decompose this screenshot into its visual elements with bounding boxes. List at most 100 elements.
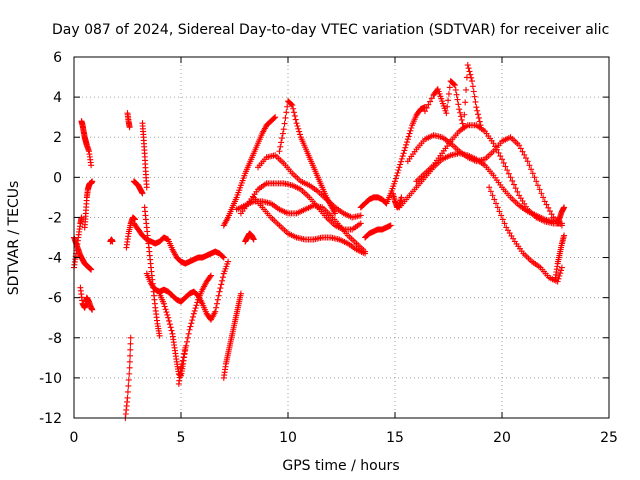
data-point	[398, 194, 405, 201]
data-point	[534, 182, 541, 189]
data-point	[469, 83, 476, 90]
data-point	[524, 158, 531, 165]
data-point	[178, 361, 185, 368]
data-point	[451, 82, 458, 89]
series-arc-h	[122, 334, 134, 421]
series-arc-ad	[404, 132, 565, 229]
data-point	[406, 130, 413, 137]
data-point	[292, 116, 299, 123]
data-point	[164, 311, 171, 318]
data-point	[472, 98, 479, 105]
data-point	[127, 352, 134, 359]
data-point	[188, 320, 195, 327]
data-point	[521, 151, 528, 158]
data-point	[126, 358, 133, 365]
data-point	[277, 143, 284, 150]
series-arc-m	[139, 120, 150, 191]
data-point	[179, 357, 186, 364]
data-point	[126, 370, 133, 377]
chart-title: Day 087 of 2024, Sidereal Day-to-day VTE…	[52, 22, 609, 38]
data-point	[189, 317, 196, 324]
y-tick-label: -12	[39, 411, 62, 427]
data-point	[216, 288, 223, 295]
data-point	[561, 232, 568, 239]
data-point	[408, 124, 415, 131]
data-point	[125, 376, 132, 383]
data-point	[162, 306, 169, 313]
data-point	[557, 270, 564, 277]
data-point	[499, 216, 506, 223]
data-point	[191, 307, 198, 314]
data-point	[509, 177, 516, 184]
data-point	[496, 208, 503, 215]
data-point	[399, 153, 406, 160]
data-point	[528, 166, 535, 173]
y-tick-label: -6	[48, 291, 62, 307]
data-point	[166, 321, 173, 328]
data-point	[404, 136, 411, 143]
data-point	[491, 196, 498, 203]
data-point	[470, 88, 477, 95]
data-point	[407, 127, 414, 134]
data-point	[477, 122, 484, 129]
series-arc-af	[421, 62, 484, 131]
data-point	[460, 124, 467, 131]
data-point	[279, 135, 286, 142]
data-point	[127, 340, 134, 347]
data-point	[402, 144, 409, 151]
data-point	[490, 140, 497, 147]
data-point	[517, 145, 524, 152]
data-point	[131, 216, 138, 223]
data-point	[558, 267, 565, 274]
data-point	[403, 141, 410, 148]
data-point	[278, 139, 285, 146]
data-point	[533, 178, 540, 185]
data-point	[332, 210, 339, 217]
data-point	[427, 98, 434, 105]
series-arc-s	[220, 114, 279, 229]
data-point	[213, 300, 220, 307]
data-point	[543, 201, 550, 208]
data-point	[280, 126, 287, 133]
y-tick-label: -10	[39, 371, 62, 387]
data-point	[421, 108, 428, 115]
x-tick-label: 10	[279, 430, 297, 446]
data-point	[451, 81, 458, 88]
data-point	[289, 102, 296, 109]
series-arc-y	[255, 152, 364, 221]
data-point	[290, 109, 297, 116]
series-arc-ah	[552, 232, 568, 281]
data-point	[519, 148, 526, 155]
x-tick-label: 15	[386, 430, 404, 446]
data-point	[495, 149, 502, 156]
series-arc-j	[124, 110, 133, 131]
data-point	[473, 104, 480, 111]
data-point	[271, 114, 278, 121]
data-point	[400, 150, 407, 157]
data-point	[89, 178, 96, 185]
data-point	[463, 86, 470, 93]
data-point	[296, 128, 303, 135]
data-point	[459, 120, 466, 127]
data-point	[425, 101, 432, 108]
data-point	[219, 277, 226, 284]
series-arc-f	[82, 294, 96, 313]
y-tick-label: -4	[48, 251, 62, 267]
data-point	[193, 302, 200, 309]
data-point	[548, 211, 555, 218]
data-point	[220, 254, 227, 261]
data-point	[88, 162, 95, 169]
data-point	[124, 388, 131, 395]
data-point	[558, 264, 565, 271]
data-point	[225, 258, 232, 265]
data-point	[288, 101, 295, 108]
data-point	[465, 65, 472, 72]
data-point	[168, 327, 175, 334]
data-point	[284, 103, 291, 110]
y-axis-label: SDTVAR / TECUs	[6, 181, 22, 296]
data-point	[468, 74, 475, 81]
series-arc-o	[143, 258, 232, 323]
data-point	[183, 342, 190, 349]
data-point	[167, 324, 174, 331]
data-point	[207, 272, 214, 279]
